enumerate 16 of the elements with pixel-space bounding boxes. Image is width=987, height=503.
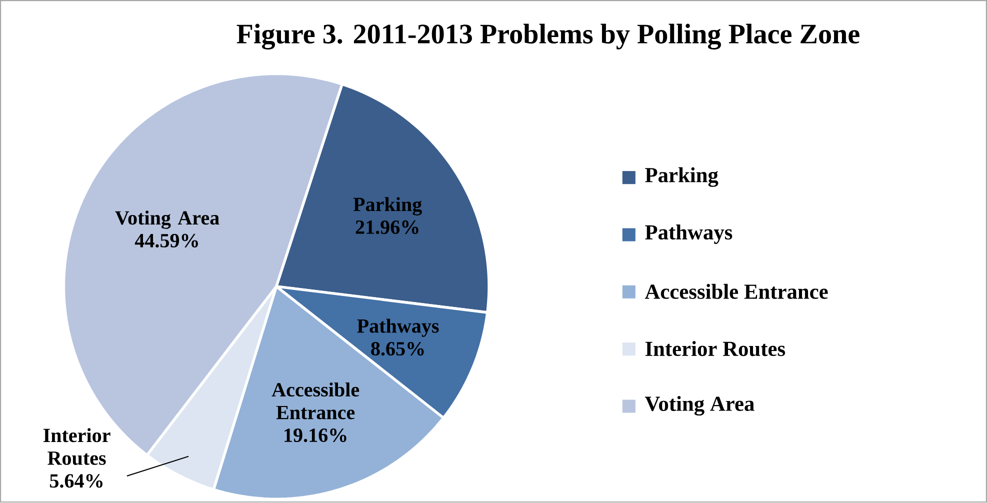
slice-label: Parking [353,197,422,216]
slice-label: Voting Area [115,210,220,230]
data-label: 21.96% [356,220,418,234]
legend-label: Interior Routes [645,341,786,356]
data-label: 8.65% [371,342,424,356]
legend-label: Accessible Entrance [644,284,828,300]
data-label: 19.16% [284,428,346,442]
slice-label: Interior Routes [43,428,110,466]
legend-label: Voting Area [644,396,754,416]
chart-title: Figure 3. 2011-2013 Problems by Polling Place Zone [236,24,860,50]
data-label: 5.64% [50,474,102,488]
slice-label: Accessible Entrance [272,382,360,420]
legend-label: Parking [645,167,718,188]
legend-label: Pathways [645,224,732,244]
slice-label: Pathways [357,318,439,338]
data-label: 44.59% [134,234,198,248]
